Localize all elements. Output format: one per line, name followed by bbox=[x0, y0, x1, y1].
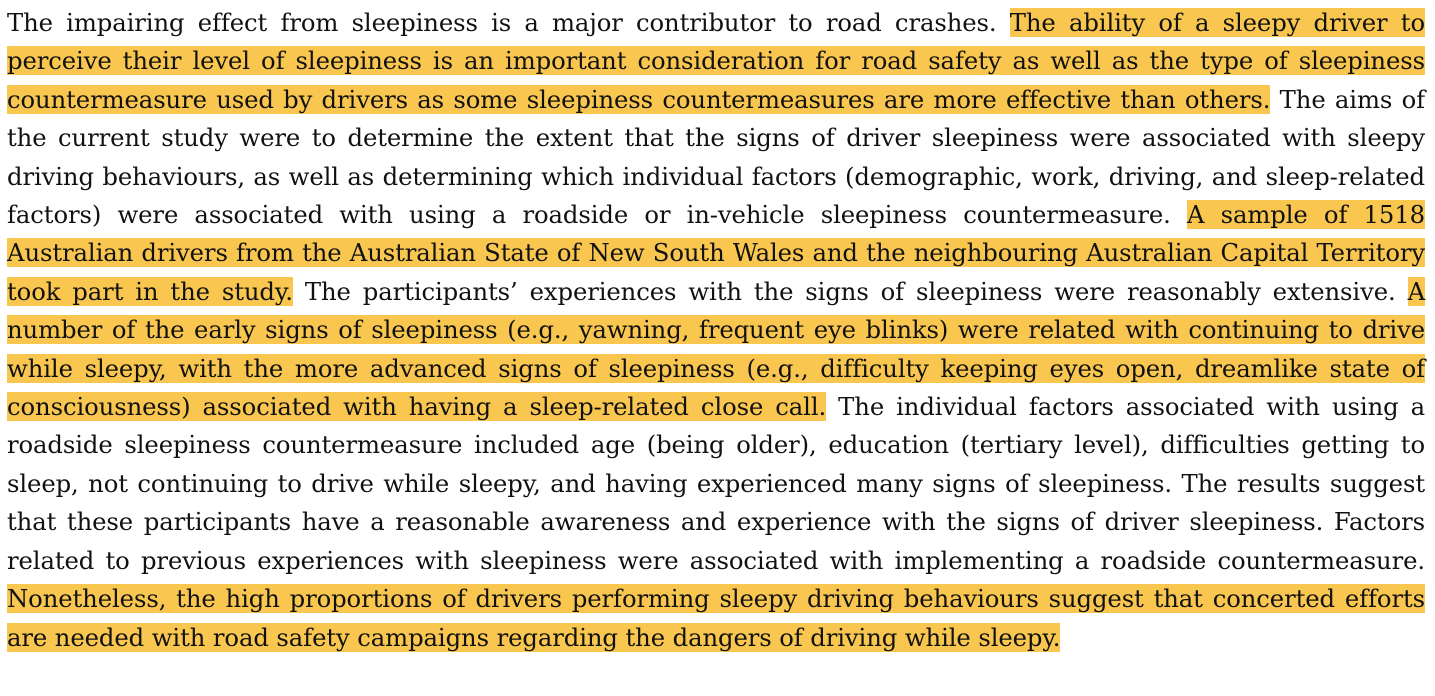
sentence-7: The individual factors associated with u… bbox=[7, 392, 1425, 575]
highlighted-sentence-8: Nonetheless, the high proportions of dri… bbox=[7, 584, 1425, 652]
abstract-paragraph: The impairing effect from sleepiness is … bbox=[7, 4, 1425, 657]
sentence-3: The aims of the current study were to de… bbox=[7, 84, 1426, 230]
sentence-1: The impairing effect from sleepiness is … bbox=[7, 8, 997, 37]
sentence-5: The participants’ experiences with the s… bbox=[304, 276, 1396, 306]
